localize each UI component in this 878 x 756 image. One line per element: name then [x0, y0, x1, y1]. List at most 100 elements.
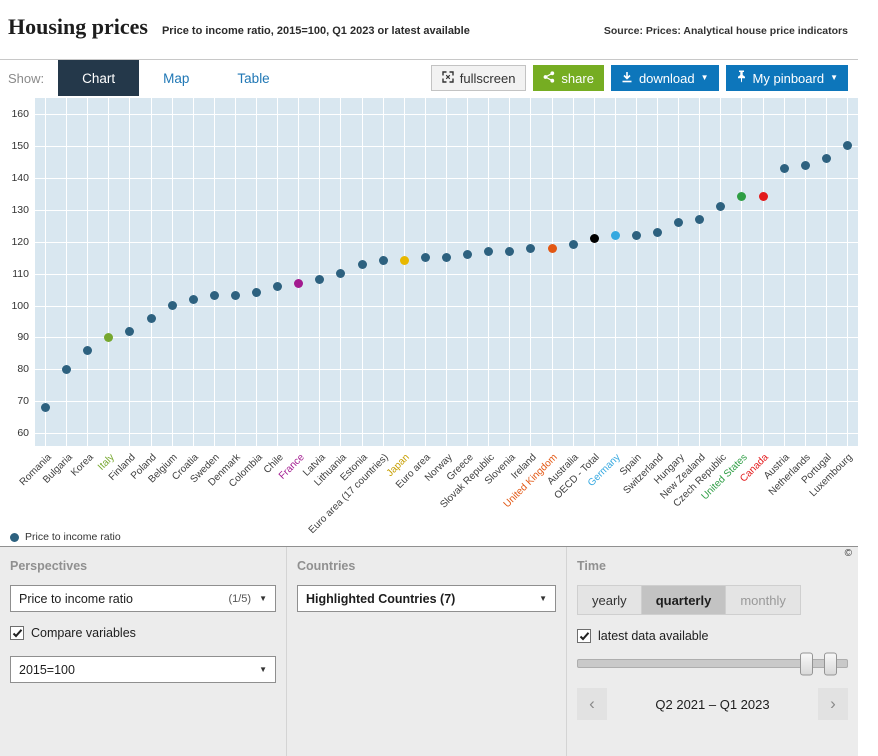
unit-dropdown[interactable]: 2015=100 ▼: [10, 656, 276, 683]
slider-start-handle[interactable]: [800, 652, 813, 675]
data-point-chile[interactable]: [273, 281, 283, 291]
data-point-australia[interactable]: [568, 240, 578, 250]
perspectives-panel: Perspectives Price to income ratio (1/5)…: [0, 547, 287, 756]
data-point-austria[interactable]: [779, 163, 789, 173]
chevron-down-icon: ▼: [259, 664, 267, 674]
next-period-button[interactable]: ›: [818, 688, 848, 720]
frequency-yearly[interactable]: yearly: [577, 585, 642, 615]
gridline-vertical: [488, 98, 490, 446]
chevron-down-icon: ▼: [539, 593, 547, 603]
data-point-slovenia[interactable]: [505, 246, 515, 256]
data-point-denmark[interactable]: [230, 291, 240, 301]
countries-panel: Countries Highlighted Countries (7) ▼: [287, 547, 567, 756]
data-point-spain[interactable]: [631, 230, 641, 240]
y-axis-tick: 110: [12, 267, 29, 280]
tab-chart[interactable]: Chart: [58, 60, 140, 96]
data-point-estonia[interactable]: [357, 259, 367, 269]
data-point-poland[interactable]: [146, 313, 156, 323]
data-point-luxembourg[interactable]: [842, 141, 852, 151]
data-point-ireland[interactable]: [526, 243, 536, 253]
data-point-colombia[interactable]: [252, 288, 262, 298]
prev-period-button[interactable]: ‹: [577, 688, 607, 720]
chevron-down-icon: ▼: [700, 73, 709, 82]
action-buttons: fullscreen share download ▼ My pinboard …: [430, 60, 858, 96]
gridline-vertical: [783, 98, 785, 446]
download-button[interactable]: download ▼: [610, 65, 719, 91]
countries-dropdown-value: Highlighted Countries (7): [306, 591, 456, 606]
data-point-euro-area-17-countries-[interactable]: [378, 256, 388, 266]
page-title: Housing prices: [8, 14, 148, 39]
latest-data-checkbox[interactable]: [577, 629, 591, 643]
gridline-vertical: [657, 98, 659, 446]
data-point-switzerland[interactable]: [653, 227, 663, 237]
frequency-quarterly[interactable]: quarterly: [641, 585, 727, 615]
data-point-united-states[interactable]: [737, 192, 747, 202]
data-point-japan[interactable]: [399, 256, 409, 266]
gridline-vertical: [150, 98, 152, 446]
share-button[interactable]: share: [533, 65, 604, 91]
pinboard-button[interactable]: My pinboard ▼: [725, 65, 848, 91]
slider-end-handle[interactable]: [824, 652, 837, 675]
source-text: Source: Prices: Analytical house price i…: [603, 25, 848, 37]
chevron-down-icon: ▼: [830, 73, 838, 82]
tab-map[interactable]: Map: [163, 70, 190, 86]
data-point-romania[interactable]: [41, 403, 51, 413]
data-point-greece[interactable]: [463, 249, 473, 259]
data-point-canada[interactable]: [758, 192, 768, 202]
gridline-vertical: [446, 98, 447, 446]
data-point-new-zealand[interactable]: [695, 214, 705, 224]
data-point-czech-republic[interactable]: [716, 202, 726, 212]
copyright: ©: [844, 548, 852, 559]
y-axis-tick: 130: [11, 203, 29, 216]
y-axis: 60 70 80 90 100 110 120 130 140 150 160: [0, 98, 31, 446]
gridline-vertical: [319, 98, 321, 446]
gridline-vertical: [720, 98, 722, 446]
data-point-united-kingdom[interactable]: [547, 243, 557, 253]
data-point-slovak-republic[interactable]: [484, 246, 494, 256]
data-point-lithuania[interactable]: [336, 269, 346, 279]
data-point-oecd-total[interactable]: [589, 233, 599, 243]
chevron-down-icon: ▼: [259, 593, 267, 603]
time-range-label: Q2 2021 – Q1 2023: [655, 696, 770, 712]
y-axis-tick: 80: [17, 363, 29, 376]
data-point-netherlands[interactable]: [800, 160, 810, 170]
latest-data-label: latest data available: [598, 629, 709, 643]
data-point-belgium[interactable]: [167, 301, 177, 311]
data-point-bulgaria[interactable]: [62, 364, 72, 374]
unit-dropdown-value: 2015=100: [19, 662, 75, 677]
fullscreen-label: fullscreen: [459, 70, 516, 86]
frequency-monthly[interactable]: monthly: [726, 585, 801, 615]
compare-variables-row: Compare variables: [10, 626, 276, 640]
pin-icon: [736, 70, 747, 86]
panel-divider: [0, 546, 858, 547]
gridline-vertical: [509, 98, 511, 446]
data-point-finland[interactable]: [125, 326, 135, 336]
pinboard-label: My pinboard: [752, 70, 825, 86]
gridline-vertical: [699, 98, 701, 446]
perspective-dropdown[interactable]: Price to income ratio (1/5) ▼: [10, 585, 276, 612]
data-point-italy[interactable]: [104, 332, 114, 342]
tab-table[interactable]: Table: [237, 70, 270, 86]
data-point-croatia[interactable]: [188, 294, 198, 304]
countries-dropdown[interactable]: Highlighted Countries (7) ▼: [297, 585, 556, 612]
fullscreen-button[interactable]: fullscreen: [430, 65, 527, 91]
data-point-norway[interactable]: [442, 253, 451, 263]
data-point-euro-area[interactable]: [420, 253, 430, 263]
data-point-germany[interactable]: [610, 230, 620, 240]
data-point-hungary[interactable]: [674, 218, 684, 227]
y-axis-tick: 150: [11, 139, 29, 152]
perspective-dropdown-value: Price to income ratio: [19, 591, 133, 606]
time-range-slider[interactable]: [577, 652, 848, 675]
data-point-france[interactable]: [294, 278, 304, 288]
data-point-korea[interactable]: [83, 345, 93, 355]
fullscreen-icon: [442, 70, 454, 86]
data-point-sweden[interactable]: [209, 291, 219, 301]
latest-data-row: latest data available: [577, 629, 848, 643]
gridline-vertical: [635, 98, 637, 446]
data-point-portugal[interactable]: [821, 154, 831, 164]
compare-variables-checkbox[interactable]: [10, 626, 24, 640]
data-point-latvia[interactable]: [315, 275, 325, 285]
time-title: Time: [577, 559, 606, 573]
download-icon: [621, 71, 633, 86]
